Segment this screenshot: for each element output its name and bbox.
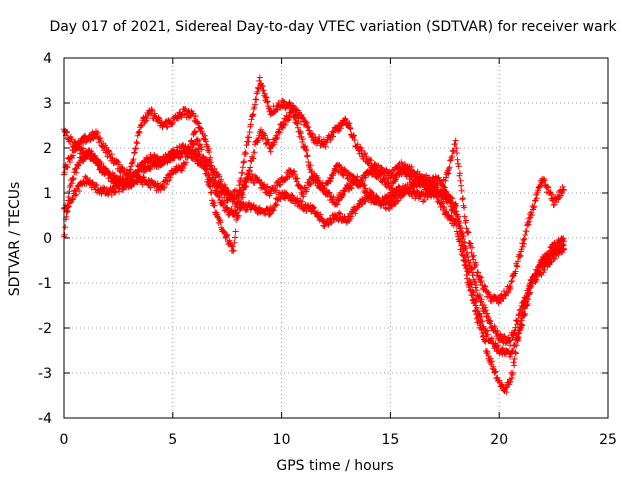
x-axis-label: GPS time / hours: [276, 458, 393, 474]
x-tick-label: 25: [599, 432, 617, 448]
axis-ticks: [63, 57, 609, 419]
y-tick-label: -2: [38, 321, 52, 337]
data-points: [61, 74, 567, 396]
x-tick-label: 5: [168, 432, 177, 448]
y-tick-label: 2: [43, 141, 52, 157]
y-tick-labels: -4 -3 -2 -1 0 1 2 3 4: [38, 51, 52, 427]
y-tick-label: 0: [43, 231, 52, 247]
x-tick-label: 15: [381, 432, 399, 448]
y-tick-label: -4: [38, 411, 52, 427]
y-tick-label: 1: [43, 186, 52, 202]
y-axis-label: SDTVAR / TECUs: [7, 182, 23, 297]
x-tick-label: 20: [490, 432, 508, 448]
y-tick-label: 3: [43, 96, 52, 112]
series-track-c: [61, 74, 567, 306]
y-tick-label: 4: [43, 51, 52, 67]
y-tick-label: -3: [38, 366, 52, 382]
x-tick-labels: 0 5 10 15 20 25: [60, 432, 617, 448]
x-tick-label: 0: [60, 432, 69, 448]
x-tick-label: 10: [273, 432, 291, 448]
y-tick-label: -1: [38, 276, 52, 292]
plus-markers: [61, 74, 567, 306]
chart-title: Day 017 of 2021, Sidereal Day-to-day VTE…: [49, 19, 617, 35]
grid-lines: [64, 58, 608, 418]
